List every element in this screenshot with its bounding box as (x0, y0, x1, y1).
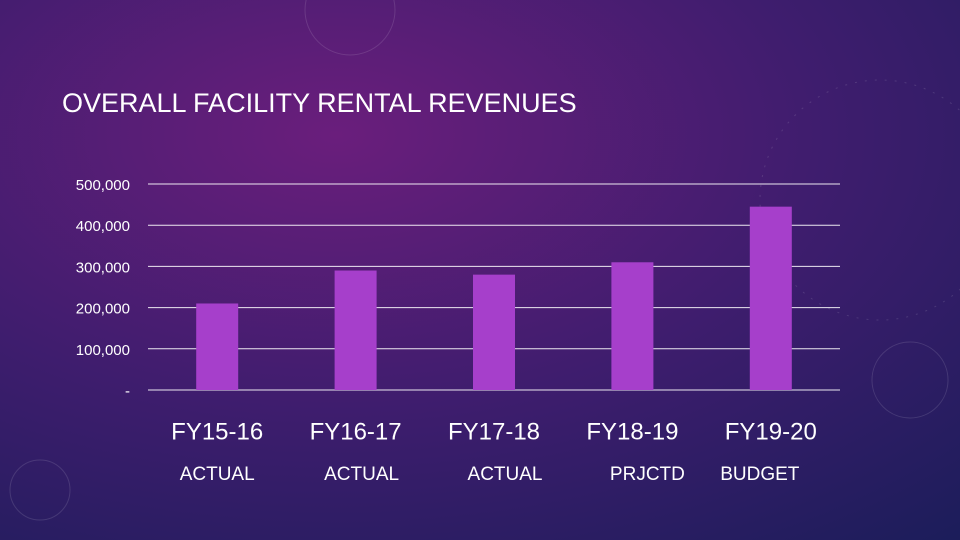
bar (473, 274, 515, 390)
x-tick-sublabel: BUDGET (720, 464, 800, 485)
decoration (9, 0, 960, 521)
y-tick-label: 400,000 (76, 218, 130, 235)
x-tick-sublabel: ACTUAL (468, 464, 543, 485)
x-tick-sublabel: ACTUAL (324, 464, 399, 485)
bar (334, 270, 377, 390)
x-tick-label: FY18-19 (586, 418, 678, 445)
x-tick-sublabel: ACTUAL (180, 464, 255, 485)
x-tick-sublabel: PRJCTD (610, 464, 685, 485)
bar (611, 262, 654, 390)
x-tick-label: FY17-18 (448, 418, 540, 445)
bar (196, 303, 239, 390)
y-tick-label: 300,000 (76, 259, 130, 276)
x-tick-label: FY15-16 (171, 418, 263, 445)
x-tick-label: FY16-17 (310, 418, 402, 445)
chart-title: OVERALL FACILITY RENTAL REVENUES (62, 88, 577, 118)
y-tick-label: 100,000 (76, 342, 130, 359)
y-tick-label: 200,000 (76, 301, 130, 318)
y-tick-label: - (125, 383, 130, 400)
x-tick-label: FY19-20 (725, 418, 817, 445)
y-tick-label: 500,000 (76, 177, 130, 194)
bar (749, 206, 792, 390)
